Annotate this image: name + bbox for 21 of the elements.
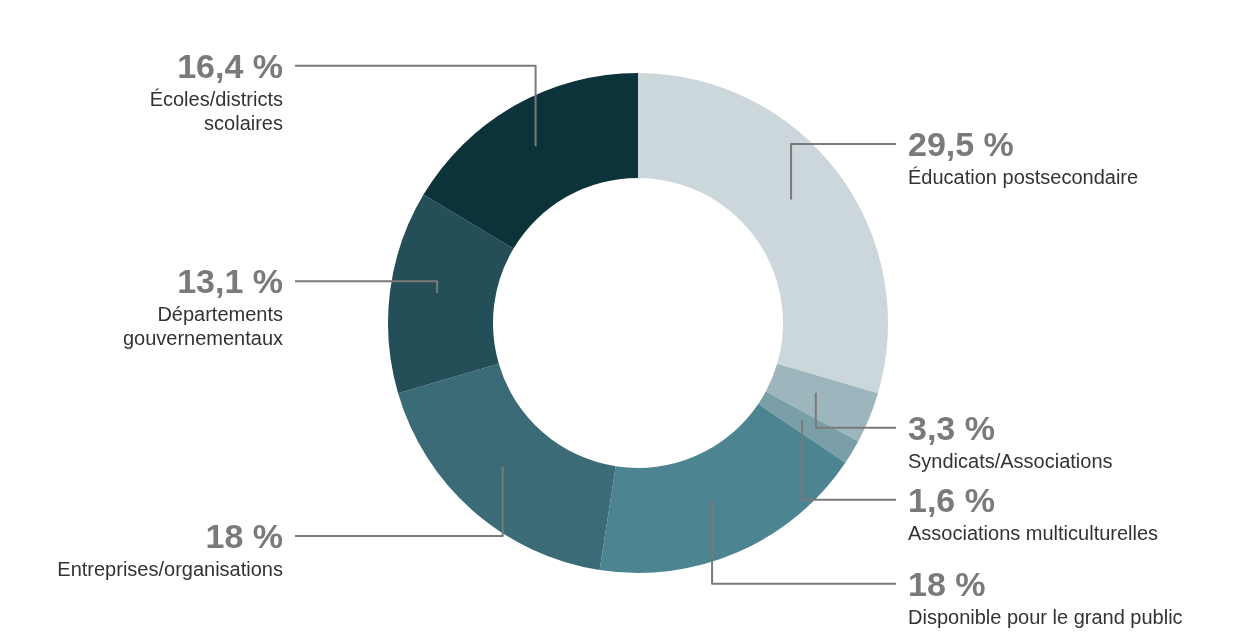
donut-slice	[398, 363, 616, 571]
slice-label: Syndicats/Associations	[908, 449, 1113, 472]
slice-label: Disponible pour le grand public	[908, 605, 1183, 628]
slice-label: Éducation postsecondaire	[908, 166, 1139, 189]
donut-slice	[765, 363, 878, 442]
slice-label: Associations multiculturelles	[908, 521, 1159, 544]
slice-label: Départements gouvernementaux	[122, 303, 283, 350]
data-label: 29,5 %	[908, 125, 1014, 164]
data-label: 3,3 %	[908, 408, 995, 447]
donut-slice	[388, 194, 514, 394]
data-label: 13,1 %	[177, 262, 283, 301]
slice-label: Écoles/districts scolaires	[149, 87, 283, 134]
donut-slice	[758, 391, 859, 463]
slice-label: Entreprises/organisations	[57, 558, 283, 580]
data-label: 1,6 %	[908, 480, 995, 519]
data-label: 16,4 %	[177, 46, 283, 85]
donut-slice	[599, 404, 846, 573]
donut-slice	[423, 73, 638, 249]
data-label: 18 %	[205, 517, 283, 555]
data-label: 18 %	[908, 564, 986, 603]
donut-slice	[638, 73, 888, 394]
